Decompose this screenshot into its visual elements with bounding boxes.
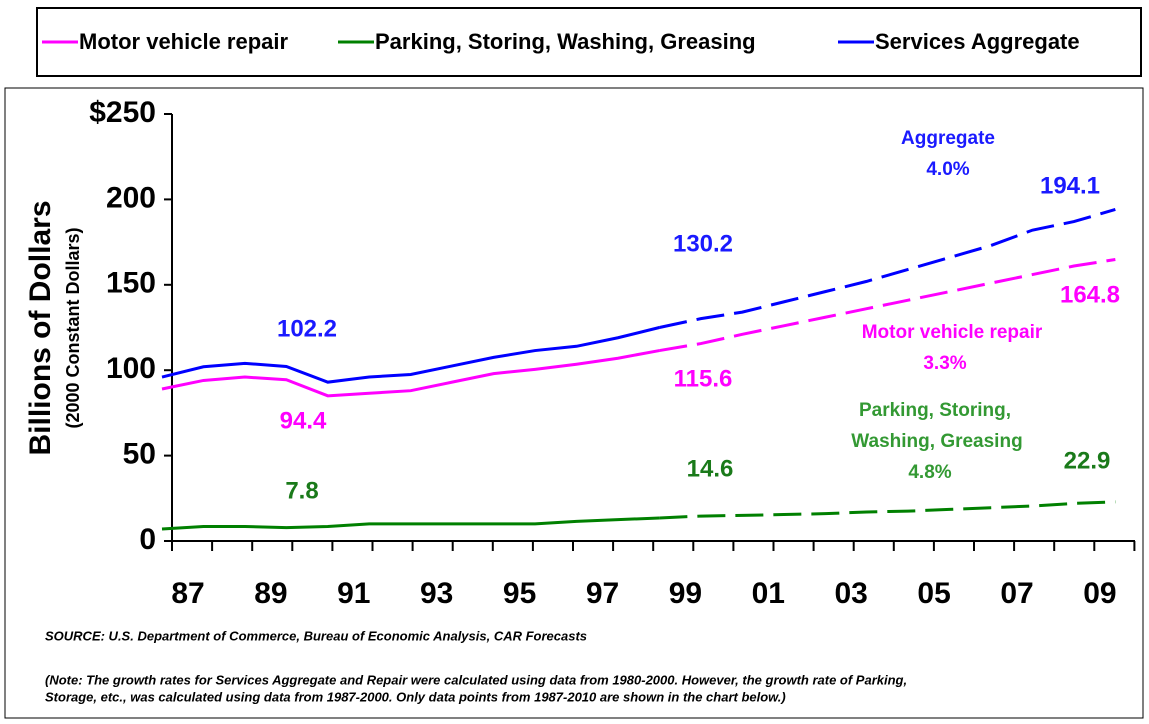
x-tick-label: 87: [171, 577, 204, 610]
data-label: 7.8: [285, 477, 318, 504]
note: (Note: The growth rates for Services Agg…: [45, 672, 907, 687]
legend-label: Services Aggregate: [875, 29, 1080, 54]
data-label: 94.4: [280, 407, 327, 434]
series-line: [161, 326, 660, 384]
y-tick-label: $250: [89, 96, 156, 129]
annotation: Motor vehicle repair: [862, 322, 1043, 343]
x-tick-label: 01: [752, 577, 785, 610]
series-line: [659, 500, 1116, 520]
legend-label: Parking, Storing, Washing, Greasing: [375, 29, 756, 54]
x-tick-label: 99: [669, 577, 702, 610]
y-tick-label: 200: [106, 181, 156, 214]
x-tick-label: 09: [1083, 577, 1116, 610]
annotation: Washing, Greasing: [851, 431, 1022, 452]
chart-frame: [4, 87, 1144, 719]
note: Storage, etc., was calculated using data…: [45, 689, 786, 704]
x-tick-label: 03: [835, 577, 868, 610]
annotation: 3.3%: [923, 353, 966, 374]
legend-box: [36, 7, 1142, 77]
data-label: 22.9: [1064, 447, 1111, 474]
x-tick-label: 95: [503, 577, 536, 610]
y-tick-label: 150: [106, 267, 156, 300]
y-tick-label: 50: [123, 438, 156, 471]
x-tick-label: 97: [586, 577, 619, 610]
source: SOURCE: U.S. Department of Commerce, Bur…: [45, 628, 587, 643]
data-label: 164.8: [1060, 281, 1120, 308]
x-tick-label: 91: [337, 577, 370, 610]
annotation: Aggregate: [901, 128, 995, 149]
annotation: 4.8%: [908, 462, 951, 483]
y-axis-subtitle: (2000 Constant Dollars): [63, 227, 83, 428]
data-label: 194.1: [1040, 172, 1100, 199]
y-tick-label: 100: [106, 352, 156, 385]
data-label: 14.6: [687, 455, 734, 482]
data-label: 102.2: [277, 315, 337, 342]
annotation: Parking, Storing,: [859, 400, 1011, 421]
legend-label: Motor vehicle repair: [79, 29, 289, 54]
series-line: [659, 208, 1116, 329]
annotation: 4.0%: [926, 159, 969, 180]
x-tick-label: 05: [917, 577, 950, 610]
y-tick-label: 0: [139, 523, 156, 556]
data-label: 130.2: [673, 230, 733, 257]
y-axis-title: Billions of Dollars: [24, 200, 57, 455]
data-label: 115.6: [674, 365, 733, 392]
x-tick-label: 93: [420, 577, 453, 610]
series-line: [161, 516, 660, 531]
series-line: [659, 258, 1116, 353]
x-tick-label: 07: [1000, 577, 1033, 610]
series-line: [161, 349, 660, 398]
x-tick-label: 89: [254, 577, 287, 610]
